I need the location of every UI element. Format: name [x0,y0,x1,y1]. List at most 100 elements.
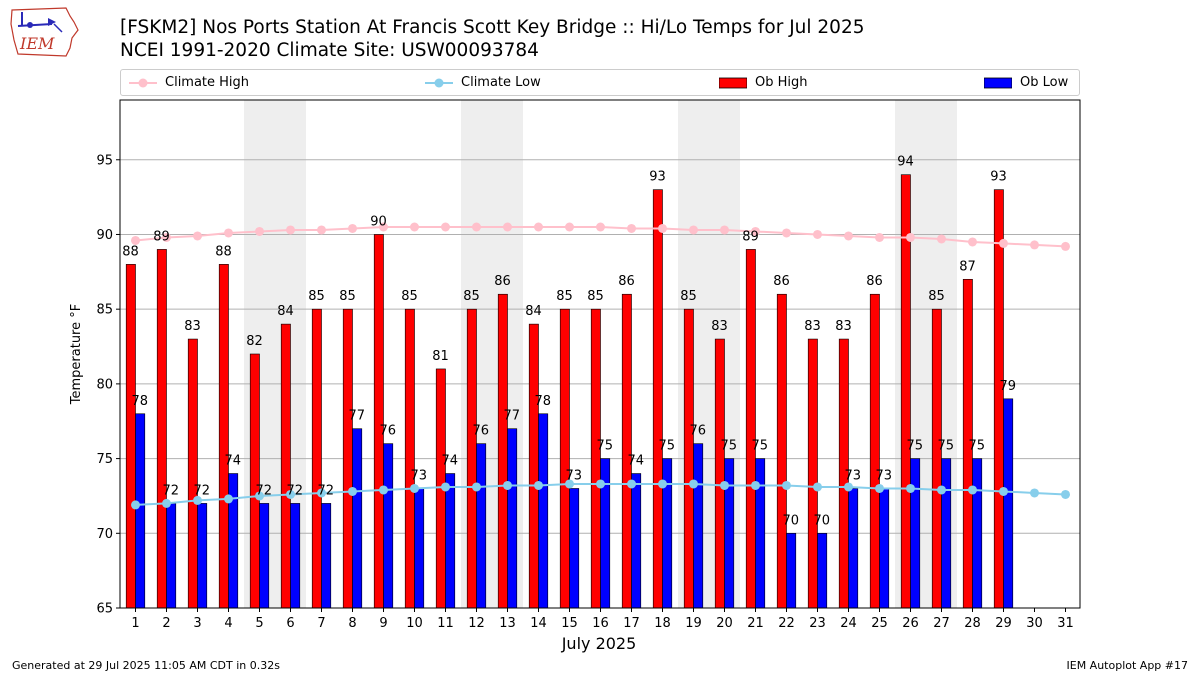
ob-low-bar-20 [724,458,735,609]
ob-high-bar-9 [373,234,384,609]
chart-subtitle: NCEI 1991-2020 Climate Site: USW00093784 [120,40,539,61]
ob-low-label-28: 75 [969,439,986,454]
ob-high-bar-2 [156,249,167,609]
ob-high-bar-16 [590,308,601,609]
ob-low-label-10: 73 [411,468,428,483]
ob-high-label-23: 83 [804,319,821,334]
ob-low-label-19: 76 [690,424,707,439]
climate-high-point-14 [534,222,543,232]
climate-high-point-8 [348,223,357,233]
x-tick-label-27: 27 [933,616,950,631]
ob-low-bar-12 [476,443,487,609]
ob-high-bar-18 [652,189,663,609]
x-tick-label-15: 15 [561,616,578,631]
climate-low-point-20 [720,480,729,490]
footer-generated: Generated at 29 Jul 2025 11:05 AM CDT in… [12,659,280,672]
climate-high-point-31 [1061,241,1070,251]
ob-low-bar-27 [941,458,952,609]
climate-high-point-19 [689,225,698,235]
x-tick-label-12: 12 [468,616,485,631]
ob-high-bar-6 [280,323,291,609]
climate-low-point-21 [751,480,760,490]
x-tick-label-7: 7 [317,616,325,631]
x-tick-label-5: 5 [255,616,263,631]
logo-text: IEM [19,34,55,53]
legend-swatch-climate-high [129,78,157,87]
ob-low-bar-28 [972,458,983,609]
y-tick-label-95: 95 [96,153,113,168]
ob-high-label-22: 86 [773,274,790,289]
ob-low-label-1: 78 [132,394,149,409]
climate-lines [131,222,1070,510]
legend-item-climate-low: Climate Low [425,70,541,95]
x-tick-label-24: 24 [840,616,857,631]
ob-high-label-7: 85 [308,289,325,304]
x-tick-label-14: 14 [530,616,547,631]
ob-low-label-2: 72 [163,483,180,498]
legend-label-climate-low: Climate Low [461,75,541,90]
x-tick-label-3: 3 [193,616,201,631]
ob-low-bar-21 [755,458,766,609]
climate-low-point-12 [472,482,481,492]
climate-low-point-18 [658,479,667,489]
x-tick-label-10: 10 [406,616,423,631]
ob-high-label-25: 86 [866,274,883,289]
ob-high-bar-3 [187,338,198,609]
legend: Climate High Climate Low Ob High Ob Low [120,69,1080,96]
ob-low-label-17: 74 [628,454,645,469]
ob-high-bar-7 [311,308,322,609]
climate-low-point-19 [689,479,698,489]
ob-high-label-13: 86 [494,274,511,289]
x-tick-label-21: 21 [747,616,764,631]
ob-high-label-27: 85 [928,289,945,304]
climate-low-point-22 [782,480,791,490]
ob-high-label-18: 93 [649,170,666,185]
ob-high-label-24: 83 [835,319,852,334]
ob-high-bar-12 [466,308,477,609]
x-tick-label-8: 8 [348,616,356,631]
ob-high-bar-27 [931,308,942,609]
ob-low-label-18: 75 [659,439,676,454]
climate-low-point-10 [410,483,419,493]
x-tick-label-25: 25 [871,616,888,631]
ob-high-label-17: 86 [618,274,635,289]
climate-high-point-3 [193,231,202,241]
ob-high-label-5: 82 [246,334,263,349]
ob-low-bar-10 [414,488,425,609]
ob-low-bar-6 [290,503,301,609]
x-tick-label-17: 17 [623,616,640,631]
ob-high-label-10: 85 [401,289,418,304]
ob-high-bar-29 [993,189,1004,609]
ob-low-label-22: 70 [783,513,800,528]
ob-low-label-29: 79 [1000,379,1017,394]
climate-low-point-11 [441,482,450,492]
climate-low-point-23 [813,482,822,492]
ob-low-label-13: 77 [504,409,521,424]
climate-low-point-15 [565,479,574,489]
ob-high-label-1: 88 [122,244,139,259]
ob-high-label-11: 81 [432,349,449,364]
ob-high-label-3: 83 [184,319,201,334]
ob-low-label-8: 77 [349,409,366,424]
ob-high-label-21: 89 [742,229,759,244]
ob-low-label-6: 72 [287,483,304,498]
data-labels: 88 89 83 88 82 84 85 85 90 85 81 85 86 84 85 85 86 93 85 83… [122,155,1016,529]
climate-low-point-2 [162,498,171,508]
y-tick-label-70: 70 [96,527,113,542]
ob-low-bar-24 [848,488,859,609]
climate-high-point-4 [224,228,233,238]
legend-item-climate-high: Climate High [129,70,249,95]
ob-high-label-20: 83 [711,319,728,334]
climate-high-point-11 [441,222,450,232]
climate-low-point-8 [348,486,357,496]
ob-high-label-15: 85 [556,289,573,304]
ob-low-bar-7 [321,503,332,609]
climate-low-point-7 [317,488,326,498]
climate-high-point-6 [286,225,295,235]
legend-item-ob-low: Ob Low [984,70,1068,95]
ob-high-label-4: 88 [215,244,232,259]
climate-low-point-24 [844,482,853,492]
bars [125,174,1014,609]
ob-low-bar-25 [879,488,890,609]
ob-high-label-28: 87 [959,259,976,274]
